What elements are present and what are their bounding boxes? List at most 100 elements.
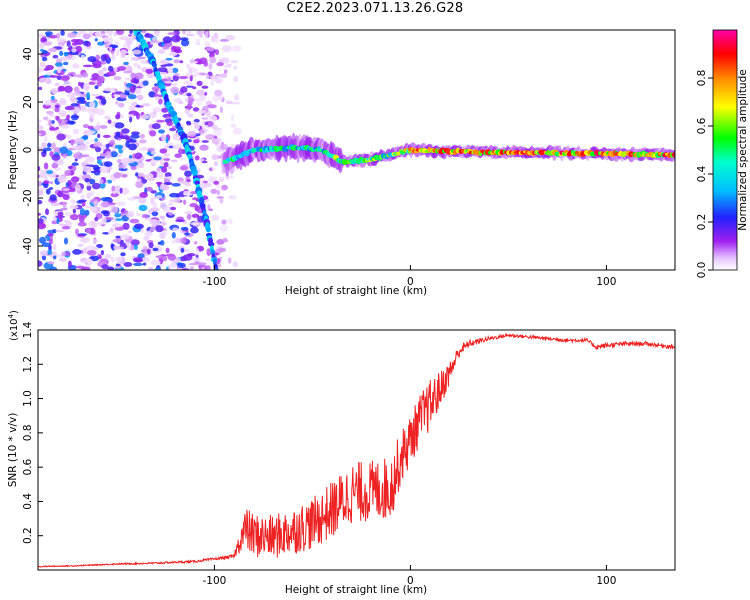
noise-blob	[56, 126, 59, 130]
noise-blob	[118, 163, 124, 169]
noise-blob	[154, 267, 161, 270]
noise-blob	[78, 109, 89, 112]
noise-blob	[199, 34, 203, 38]
noise-blob	[51, 120, 55, 124]
noise-blob	[184, 232, 191, 236]
noise-blob	[114, 122, 125, 129]
noise-blob	[104, 115, 111, 120]
noise-blob	[87, 107, 93, 114]
noise-blob	[60, 112, 66, 118]
noise-blob	[61, 251, 66, 257]
noise-blob	[43, 162, 49, 170]
noise-blob	[171, 183, 181, 187]
noise-blob	[72, 208, 77, 214]
noise-blob	[85, 141, 91, 145]
noise-blob	[124, 77, 132, 81]
noise-blob	[62, 156, 68, 160]
noise-blob	[42, 41, 53, 46]
noise-blob	[94, 38, 99, 42]
noise-blob	[83, 83, 91, 91]
noise-blob	[151, 123, 161, 130]
noise-blob	[157, 220, 161, 227]
noise-blob	[156, 119, 166, 123]
noise-blob	[53, 255, 57, 260]
noise-blob	[39, 77, 49, 83]
noise-blob	[72, 128, 80, 132]
noise-blob	[48, 187, 54, 190]
noise-blob	[113, 245, 120, 251]
noise-blob	[115, 256, 122, 263]
noise-blob	[94, 125, 101, 132]
noise-blob	[169, 127, 177, 132]
noise-blob	[54, 167, 62, 171]
noise-blob	[67, 120, 76, 125]
noise-blob	[213, 161, 218, 167]
noise-blob	[96, 81, 103, 87]
noise-blob	[175, 237, 182, 244]
noise-blob	[95, 96, 106, 100]
noise-blob	[148, 242, 154, 249]
noise-blob	[70, 199, 76, 205]
noise-blob	[38, 146, 43, 150]
noise-blob	[107, 119, 112, 124]
noise-blob	[73, 130, 79, 135]
noise-blob	[142, 262, 147, 266]
noise-blob	[41, 255, 47, 261]
noise-blob	[129, 116, 133, 123]
noise-blob	[55, 32, 61, 39]
noise-blob	[135, 180, 144, 189]
colorbar-gradient	[712, 29, 738, 271]
noise-blob	[130, 239, 140, 246]
noise-blob	[218, 247, 227, 252]
noise-blob	[201, 117, 209, 120]
noise-blob	[179, 165, 189, 171]
noise-blob	[46, 170, 54, 175]
noise-blob	[129, 244, 135, 251]
snr-frame	[37, 329, 676, 571]
noise-blob	[218, 176, 225, 183]
noise-blob	[82, 64, 93, 68]
y-tick-label: 0	[22, 147, 34, 154]
noise-blob	[158, 129, 165, 134]
noise-blob	[132, 257, 143, 263]
noise-blob	[138, 204, 148, 212]
noise-blob	[47, 249, 53, 255]
noise-blob	[219, 106, 224, 114]
noise-blob	[58, 223, 68, 227]
noise-blob	[169, 192, 179, 198]
noise-blob	[66, 114, 71, 120]
noise-blob	[187, 113, 194, 118]
noise-blob	[83, 41, 89, 46]
noise-blob	[136, 94, 144, 101]
noise-blob	[230, 123, 237, 128]
noise-blob	[127, 245, 131, 251]
noise-blob	[88, 81, 96, 85]
noise-blob	[180, 86, 188, 94]
noise-blob	[182, 249, 191, 253]
noise-blob	[42, 149, 47, 154]
noise-blob	[207, 204, 211, 210]
noise-blob	[41, 242, 51, 248]
noise-blob	[216, 239, 225, 245]
noise-blob	[156, 171, 164, 179]
figure-title: C2E2.2023.071.13.26.G28	[286, 1, 464, 16]
colorbar: 0.0 0.2 0.4 0.6 0.8 Normalized spectral ampl…	[696, 29, 749, 278]
colorbar-tick-label: 0.8	[696, 70, 708, 87]
noise-blob	[139, 192, 148, 199]
noise-blob	[119, 93, 127, 99]
noise-blob	[60, 124, 70, 129]
noise-blob	[74, 184, 81, 191]
noise-blob	[97, 133, 101, 139]
noise-blob	[211, 214, 220, 222]
noise-blob	[141, 30, 147, 34]
noise-blob	[121, 143, 126, 151]
noise-blob	[57, 118, 62, 124]
noise-blob	[130, 165, 137, 171]
noise-blob	[39, 42, 45, 50]
noise-blob	[49, 266, 58, 270]
noise-blob	[74, 86, 80, 93]
noise-blob	[204, 183, 212, 187]
colorbar-tick-label: 0.2	[696, 214, 708, 231]
noise-blob	[189, 266, 194, 270]
noise-blob	[156, 167, 161, 173]
